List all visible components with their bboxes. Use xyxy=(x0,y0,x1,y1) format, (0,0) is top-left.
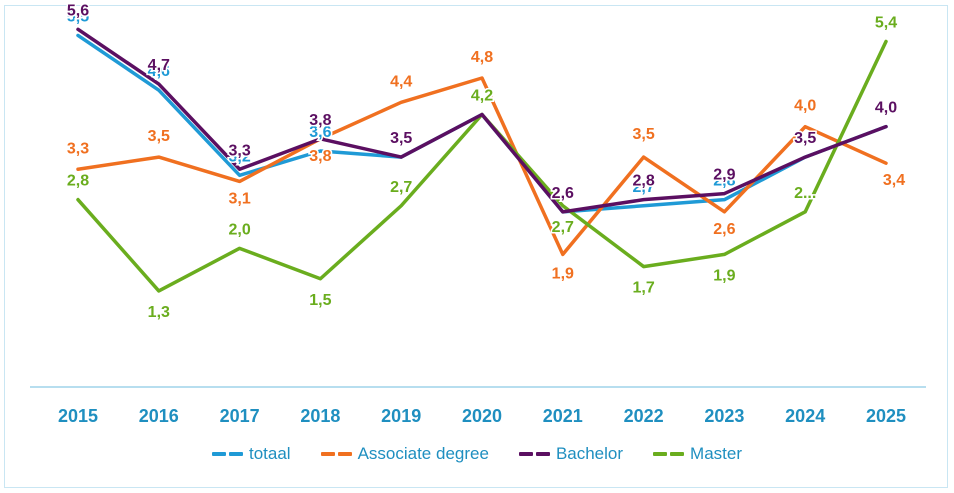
legend-label: Associate degree xyxy=(357,444,489,463)
legend-item-master: Master xyxy=(653,444,742,464)
data-label-totaal-2025: 4,0 xyxy=(875,100,897,117)
legend-label: Bachelor xyxy=(555,444,624,463)
data-label-totaal-2024: 3,5 xyxy=(794,130,816,147)
series-line-bachelor xyxy=(76,27,888,214)
data-label-bachelor-2019: 3,5 xyxy=(390,130,412,147)
data-label-master-2016: 1,3 xyxy=(148,304,170,321)
x-tick-label-2019: 2019 xyxy=(381,406,421,426)
data-label-master-2019: 2,7 xyxy=(390,179,412,196)
data-label-bachelor-2015: 5,6 xyxy=(67,2,89,19)
chart-legend: totaal Associate degree Bachelor Master xyxy=(0,444,954,464)
data-label-master-2017: 2,0 xyxy=(228,221,250,238)
x-tick-label-2023: 2023 xyxy=(704,406,744,426)
data-label-totaal-2021: 2,6 xyxy=(552,185,574,202)
data-label-master-2015: 2,8 xyxy=(67,173,89,190)
data-label-master-2020: 4,2 xyxy=(471,88,493,105)
data-label-bachelor-2022: 2,8 xyxy=(632,173,654,190)
legend-swatch-icon xyxy=(518,452,550,456)
data-label-bachelor-2016: 4,7 xyxy=(148,57,170,74)
data-label-totaal-2016: 4,6 xyxy=(148,63,170,80)
legend-item-totaal: totaal xyxy=(211,444,291,464)
data-label-associate-degree-2021: 1,9 xyxy=(552,265,574,282)
legend-swatch-icon xyxy=(211,452,243,456)
data-label-associate-degree-2025: 3,4 xyxy=(883,172,905,189)
data-label-totaal-2015: 5,5 xyxy=(67,8,89,25)
legend-label: totaal xyxy=(248,444,291,463)
legend-item-associate-degree: Associate degree xyxy=(320,444,489,464)
data-label-bachelor-2023: 2,9 xyxy=(713,167,735,184)
data-label-bachelor-2024: 3,5 xyxy=(794,130,816,147)
data-label-associate-degree-2018: 3,8 xyxy=(309,148,331,165)
data-label-totaal-2022: 2,7 xyxy=(632,179,654,196)
data-label-totaal-2017: 3,2 xyxy=(228,148,250,165)
data-label-associate-degree-2016: 3,5 xyxy=(148,128,170,145)
legend-swatch-icon xyxy=(653,452,685,456)
x-tick-label-2021: 2021 xyxy=(543,406,583,426)
data-label-totaal-2019: 3,5 xyxy=(390,130,412,147)
data-label-associate-degree-2020: 4,8 xyxy=(471,49,493,66)
x-tick-label-2015: 2015 xyxy=(58,406,98,426)
legend-item-bachelor: Bachelor xyxy=(518,444,624,464)
data-label-associate-degree-2024: 4,0 xyxy=(794,98,816,115)
data-label-master-2024: 2... xyxy=(794,185,816,202)
legend-label: Master xyxy=(690,444,743,463)
data-label-master-2021: 2,7 xyxy=(552,219,574,236)
data-label-bachelor-2018: 3,8 xyxy=(309,112,331,129)
x-tick-label-2024: 2024 xyxy=(785,406,825,426)
data-label-bachelor-2020: 4,2 xyxy=(471,88,493,105)
data-label-totaal-2020: 4,2 xyxy=(471,88,493,105)
x-tick-label-2017: 2017 xyxy=(220,406,260,426)
data-label-master-2023: 1,9 xyxy=(713,267,735,284)
x-tick-label-2022: 2022 xyxy=(624,406,664,426)
data-label-bachelor-2025: 4,0 xyxy=(875,100,897,117)
data-label-bachelor-2017: 3,3 xyxy=(228,142,250,159)
data-label-associate-degree-2023: 2,6 xyxy=(713,221,735,238)
data-label-totaal-2018: 3,6 xyxy=(309,124,331,141)
data-label-master-2022: 1,7 xyxy=(632,280,654,297)
x-tick-label-2025: 2025 xyxy=(866,406,906,426)
data-label-bachelor-2021: 2,6 xyxy=(552,185,574,202)
data-label-master-2025: 5,4 xyxy=(875,15,897,32)
data-label-associate-degree-2017: 3,1 xyxy=(228,190,250,207)
x-tick-label-2018: 2018 xyxy=(300,406,340,426)
data-label-master-2018: 1,5 xyxy=(309,292,331,309)
legend-swatch-icon xyxy=(320,452,352,456)
data-label-associate-degree-2022: 3,5 xyxy=(632,126,654,143)
x-tick-label-2016: 2016 xyxy=(139,406,179,426)
data-label-associate-degree-2019: 4,4 xyxy=(390,73,412,90)
data-label-associate-degree-2015: 3,3 xyxy=(67,140,89,157)
series-line-associate-degree xyxy=(76,76,888,257)
data-label-totaal-2023: 2,8 xyxy=(713,173,735,190)
x-tick-label-2020: 2020 xyxy=(462,406,502,426)
